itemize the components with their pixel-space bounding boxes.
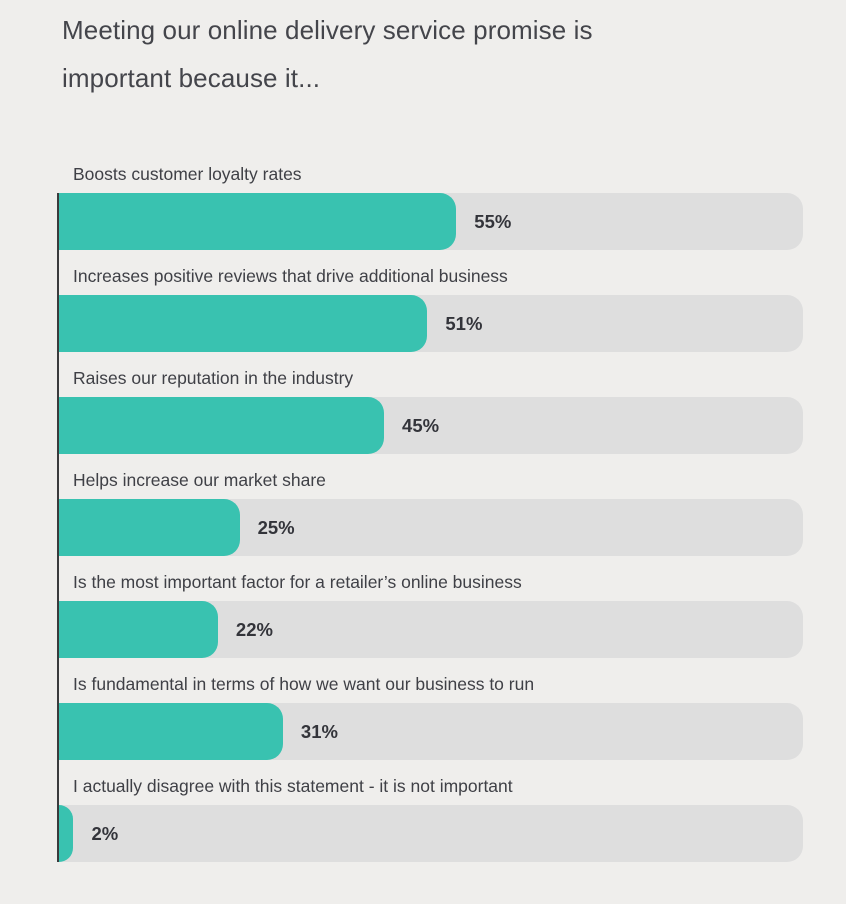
value-label: 31%	[300, 720, 338, 742]
y-axis-line	[57, 193, 59, 862]
bar-track: 31%	[59, 703, 803, 760]
category-label: I actually disagree with this statement …	[73, 776, 513, 796]
bar-rows: Boosts customer loyalty rates 55% Increa…	[59, 164, 803, 862]
bar-track: 22%	[59, 601, 803, 658]
value-label: 25%	[257, 516, 295, 538]
bar-track: 45%	[59, 397, 803, 454]
bar-fill	[59, 499, 240, 556]
bar-track: 2%	[59, 805, 803, 862]
category-label: Is the most important factor for a retai…	[73, 572, 522, 592]
bar-track: 55%	[59, 193, 803, 250]
category-label: Increases positive reviews that drive ad…	[73, 266, 508, 286]
survey-results-page: Meeting our online delivery service prom…	[0, 6, 846, 862]
bar-row: I actually disagree with this statement …	[59, 776, 803, 862]
bar-fill	[59, 805, 74, 862]
bar-row: Increases positive reviews that drive ad…	[59, 266, 803, 352]
bar-fill	[59, 397, 385, 454]
bar-row: Helps increase our market share 25%	[59, 470, 803, 556]
bar-row: Raises our reputation in the industry 45…	[59, 368, 803, 454]
bar-track: 25%	[59, 499, 803, 556]
bar-chart: Boosts customer loyalty rates 55% Increa…	[57, 164, 803, 862]
bar-row: Boosts customer loyalty rates 55%	[59, 164, 803, 250]
value-label: 22%	[235, 618, 273, 640]
bar-fill	[59, 193, 457, 250]
bar-fill	[59, 295, 428, 352]
category-label: Raises our reputation in the industry	[73, 368, 354, 388]
category-label: Is fundamental in terms of how we want o…	[73, 674, 535, 694]
value-label: 2%	[91, 822, 119, 844]
category-label: Boosts customer loyalty rates	[73, 164, 302, 184]
bar-track: 51%	[59, 295, 803, 352]
bar-fill	[59, 703, 283, 760]
value-label: 51%	[445, 312, 483, 334]
bar-row: Is fundamental in terms of how we want o…	[59, 674, 803, 760]
value-label: 55%	[474, 210, 512, 232]
bar-fill	[59, 601, 218, 658]
category-label: Helps increase our market share	[73, 470, 326, 490]
bar-row: Is the most important factor for a retai…	[59, 572, 803, 658]
value-label: 45%	[402, 414, 440, 436]
chart-title: Meeting our online delivery service prom…	[62, 15, 593, 93]
